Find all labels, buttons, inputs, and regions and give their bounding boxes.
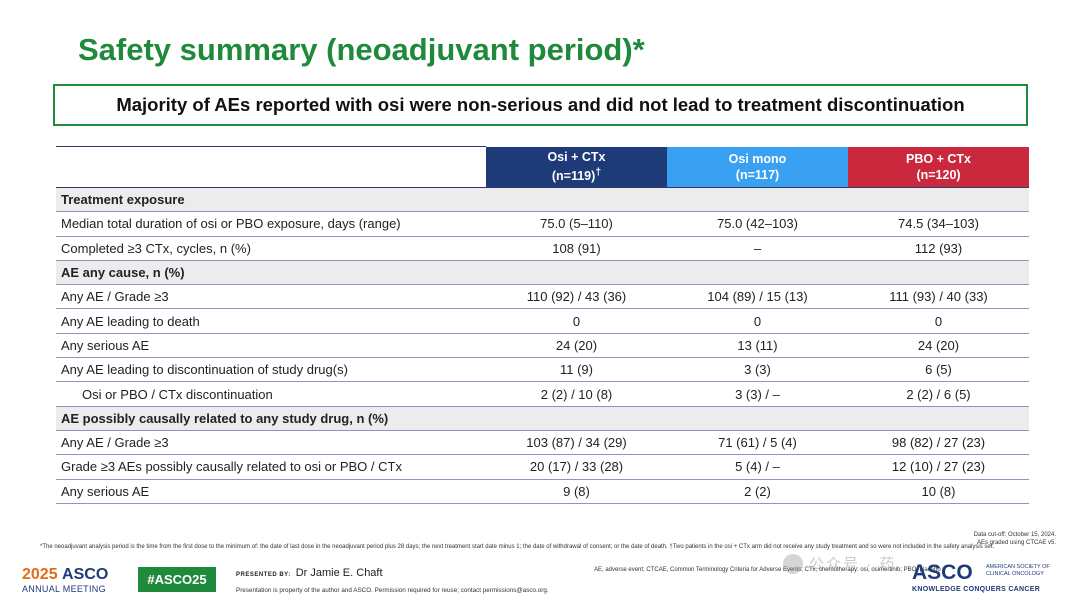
hashtag-badge: #ASCO25 xyxy=(138,567,216,592)
property-notice: Presentation is property of the author a… xyxy=(236,587,549,594)
row-label: Median total duration of osi or PBO expo… xyxy=(56,211,486,237)
cell-value: 9 (8) xyxy=(486,479,667,504)
cell-value: 112 (93) xyxy=(848,236,1029,261)
row-label: Osi or PBO / CTx discontinuation xyxy=(56,381,486,407)
table-row: Any serious AE 24 (20) 13 (11) 24 (20) xyxy=(56,333,1029,359)
cell-value: – xyxy=(667,236,848,261)
section-row: Treatment exposure xyxy=(56,186,1029,213)
wechat-icon xyxy=(783,553,803,574)
cell-value: 103 (87) / 34 (29) xyxy=(486,430,667,456)
presenter: PRESENTED BY: Dr Jamie E. Chaft xyxy=(236,567,383,579)
table-row: Any AE leading to discontinuation of stu… xyxy=(56,357,1029,383)
table-row: Median total duration of osi or PBO expo… xyxy=(56,211,1029,237)
table-row: Osi or PBO / CTx discontinuation 2 (2) / … xyxy=(56,381,1029,407)
cell-value: 20 (17) / 33 (28) xyxy=(486,454,667,480)
table-row: Any serious AE 9 (8) 2 (2) 10 (8) xyxy=(56,479,1029,504)
table-body: Treatment exposure Median total duration … xyxy=(56,186,1029,504)
cell-value: 24 (20) xyxy=(848,333,1029,359)
table-row: Any AE / Grade ≥3 110 (92) / 43 (36) 104 (… xyxy=(56,284,1029,310)
table-row: Any AE leading to death 0 0 0 xyxy=(56,308,1029,334)
column-header-osi-ctx: Osi + CTx (n=119)† xyxy=(486,146,667,188)
cell-value xyxy=(667,260,848,286)
row-label: Any AE leading to death xyxy=(56,308,486,334)
cell-value xyxy=(848,186,1029,213)
cell-value: 104 (89) / 15 (13) xyxy=(667,284,848,310)
cell-value: 24 (20) xyxy=(486,333,667,359)
key-message-box: Majority of AEs reported with osi were n… xyxy=(53,84,1028,126)
row-label: Any serious AE xyxy=(56,333,486,359)
cell-value: 11 (9) xyxy=(486,357,667,383)
cell-value: 12 (10) / 27 (23) xyxy=(848,454,1029,480)
table-row: Completed ≥3 CTx, cycles, n (%) 108 (91) –… xyxy=(56,236,1029,261)
cell-value: 5 (4) / – xyxy=(667,454,848,480)
row-label: Any serious AE xyxy=(56,479,486,504)
cell-value: 0 xyxy=(848,308,1029,334)
cell-value: 75.0 (42–103) xyxy=(667,211,848,237)
section-row: AE possibly causally related to any stud… xyxy=(56,406,1029,431)
section-row: AE any cause, n (%) xyxy=(56,260,1029,286)
data-cutoff-note: Data cut-off: October 15, 2024. AEs grad… xyxy=(973,532,1056,546)
safety-table: Osi + CTx (n=119)† Osi mono (n=117) PBO … xyxy=(56,146,1029,504)
row-label: Grade ≥3 AEs possibly causally related t… xyxy=(56,454,486,480)
cell-value: 0 xyxy=(486,308,667,334)
page-title: Safety summary (neoadjuvant period)* xyxy=(78,32,645,67)
cell-value: 3 (3) xyxy=(667,357,848,383)
cell-value xyxy=(486,406,667,431)
cell-value: 10 (8) xyxy=(848,479,1029,504)
cell-value: 6 (5) xyxy=(848,357,1029,383)
cell-value xyxy=(848,406,1029,431)
cell-value: 98 (82) / 27 (23) xyxy=(848,430,1029,456)
table-row: Any AE / Grade ≥3 103 (87) / 34 (29) 71 (6… xyxy=(56,430,1029,456)
table-header-blank xyxy=(56,146,486,188)
column-header-osi-mono: Osi mono (n=117) xyxy=(667,146,848,188)
row-label: AE any cause, n (%) xyxy=(56,260,486,286)
cell-value: 111 (93) / 40 (33) xyxy=(848,284,1029,310)
column-header-pbo-ctx: PBO + CTx (n=120) xyxy=(848,146,1029,188)
cell-value xyxy=(848,260,1029,286)
cell-value: 2 (2) xyxy=(667,479,848,504)
cell-value: 13 (11) xyxy=(667,333,848,359)
asco-logo: ASCO AMERICAN SOCIETY OF CLINICAL ONCOLO… xyxy=(912,561,1050,593)
cell-value xyxy=(667,186,848,213)
table-row: Grade ≥3 AEs possibly causally related t… xyxy=(56,454,1029,480)
footnote: *The neoadjuvant analysis period is the … xyxy=(40,544,995,550)
cell-value: 110 (92) / 43 (36) xyxy=(486,284,667,310)
row-label: Completed ≥3 CTx, cycles, n (%) xyxy=(56,236,486,261)
cell-value: 0 xyxy=(667,308,848,334)
cell-value: 74.5 (34–103) xyxy=(848,211,1029,237)
row-label: Any AE / Grade ≥3 xyxy=(56,284,486,310)
row-label: Any AE leading to discontinuation of stu… xyxy=(56,357,486,383)
asco-annual-meeting-logo: 2025 ASCO ANNUAL MEETING xyxy=(22,566,109,594)
cell-value: 71 (61) / 5 (4) xyxy=(667,430,848,456)
cell-value xyxy=(486,260,667,286)
cell-value: 3 (3) / – xyxy=(667,381,848,407)
watermark: 公众号 · 药 xyxy=(783,553,896,574)
cell-value: 2 (2) / 10 (8) xyxy=(486,381,667,407)
row-label: Treatment exposure xyxy=(56,186,486,213)
cell-value: 108 (91) xyxy=(486,236,667,261)
abbreviations: AE, adverse event; CTCAE, Common Termino… xyxy=(594,567,941,573)
row-label: AE possibly causally related to any stud… xyxy=(56,406,486,431)
cell-value xyxy=(667,406,848,431)
row-label: Any AE / Grade ≥3 xyxy=(56,430,486,456)
cell-value: 2 (2) / 6 (5) xyxy=(848,381,1029,407)
cell-value xyxy=(486,186,667,213)
cell-value: 75.0 (5–110) xyxy=(486,211,667,237)
